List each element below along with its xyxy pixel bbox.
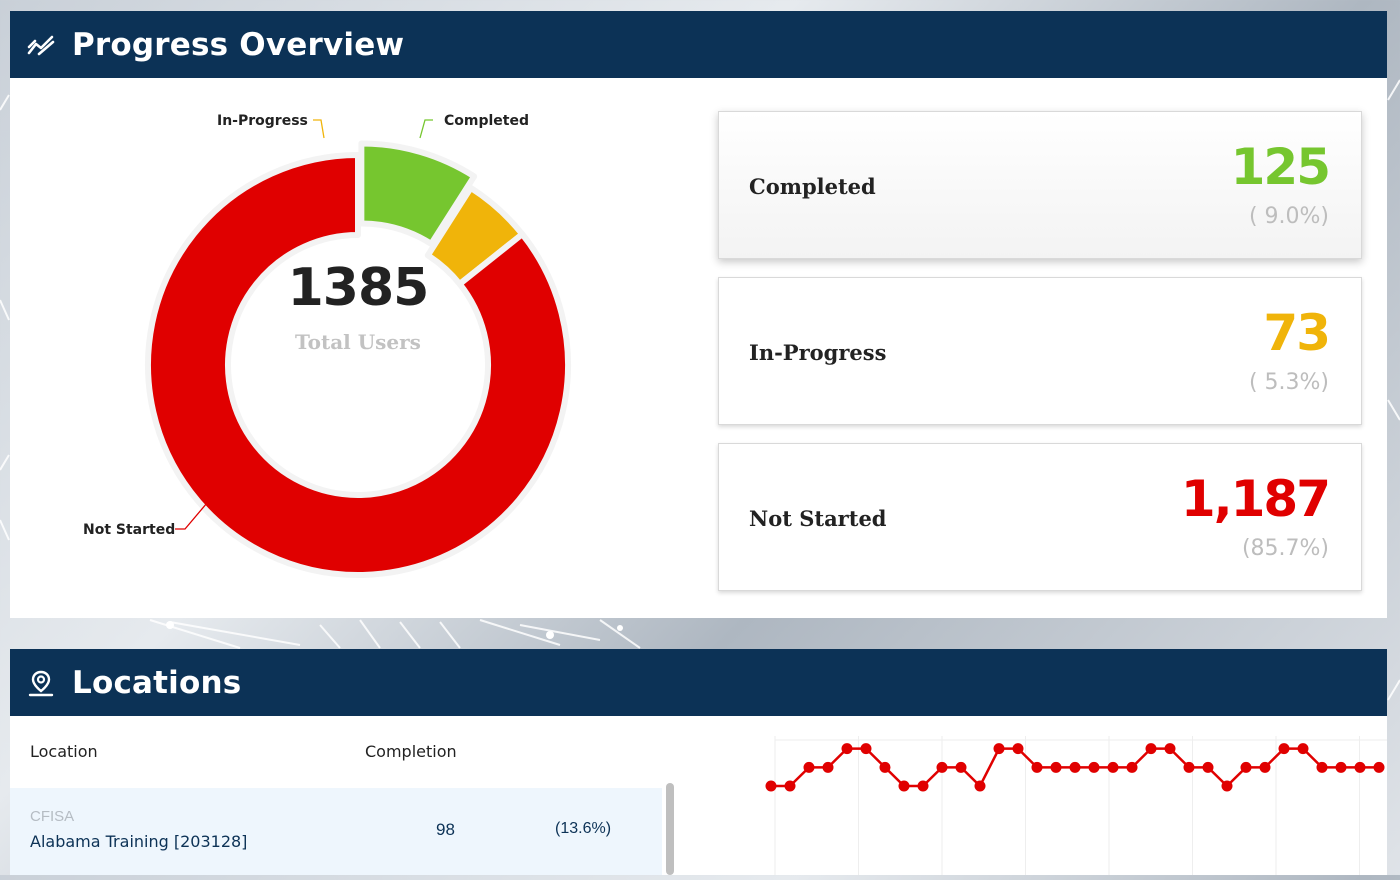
line-data-point[interactable]: [1259, 761, 1271, 773]
line-data-point[interactable]: [1335, 761, 1347, 773]
line-data-point[interactable]: [860, 743, 872, 755]
line-data-point[interactable]: [936, 761, 948, 773]
donut-slice-not-started[interactable]: [145, 152, 571, 578]
progress-overview-header: Progress Overview: [10, 11, 1387, 78]
stat-percent: ( 5.3%): [1248, 370, 1329, 395]
stat-card-completed[interactable]: Completed 125 ( 9.0%): [718, 111, 1362, 259]
stat-percent: (85.7%): [1241, 536, 1329, 561]
locations-panel: Locations Location Completion CFISA Alab…: [10, 649, 1387, 875]
line-data-point[interactable]: [898, 780, 910, 792]
donut-svg: [145, 119, 571, 578]
line-data-point[interactable]: [955, 761, 967, 773]
stat-percent: ( 9.0%): [1248, 204, 1329, 229]
line-data-point[interactable]: [1050, 761, 1062, 773]
stat-card-not-started[interactable]: Not Started 1,187 (85.7%): [718, 443, 1362, 591]
line-data-point[interactable]: [1012, 743, 1024, 755]
total-users-count: 1385: [287, 258, 430, 318]
map-pin-icon: [26, 668, 56, 698]
line-data-point[interactable]: [1354, 761, 1366, 773]
progress-overview-panel: Progress Overview 1385 Total Users In-Pr…: [10, 11, 1387, 618]
not-started-leader-line: [175, 502, 208, 530]
column-header-location[interactable]: Location: [30, 742, 98, 761]
donut-slice-completed[interactable]: [358, 140, 478, 247]
locations-title: Locations: [72, 664, 242, 701]
locations-table: Location Completion CFISA Alabama Traini…: [10, 716, 662, 875]
column-header-completion[interactable]: Completion: [365, 742, 457, 761]
completed-slice-label: Completed: [444, 113, 530, 129]
row-organization: CFISA: [30, 808, 75, 825]
line-data-point[interactable]: [974, 780, 986, 792]
line-data-point[interactable]: [1202, 761, 1214, 773]
line-data-point[interactable]: [841, 743, 853, 755]
line-data-point[interactable]: [1278, 743, 1290, 755]
line-data-point[interactable]: [784, 780, 796, 792]
in-progress-leader-line: [313, 119, 325, 139]
stat-card-in-progress[interactable]: In-Progress 73 ( 5.3%): [718, 277, 1362, 425]
line-data-point[interactable]: [765, 780, 777, 792]
not-started-slice-label: Not Started: [83, 522, 176, 538]
stat-value: 125: [1230, 138, 1331, 196]
line-data-point[interactable]: [822, 761, 834, 773]
line-data-point[interactable]: [1107, 761, 1119, 773]
line-data-point[interactable]: [1031, 761, 1043, 773]
line-data-point[interactable]: [993, 743, 1005, 755]
row-location-name: Alabama Training [203128]: [30, 832, 248, 851]
total-users-label: Total Users: [295, 330, 421, 354]
line-data-point[interactable]: [1183, 761, 1195, 773]
line-chart-svg: [765, 736, 1387, 875]
progress-overview-title: Progress Overview: [72, 26, 405, 63]
line-data-point[interactable]: [803, 761, 815, 773]
line-data-point[interactable]: [1069, 761, 1081, 773]
line-data-point[interactable]: [1221, 780, 1233, 792]
stat-value: 73: [1263, 304, 1331, 362]
line-data-point[interactable]: [1088, 761, 1100, 773]
locations-line-chart: [710, 716, 1387, 875]
stat-label: In-Progress: [749, 340, 887, 365]
line-data-point[interactable]: [1373, 761, 1385, 773]
line-data-point[interactable]: [1145, 743, 1157, 755]
line-data-point[interactable]: [879, 761, 891, 773]
line-data-point[interactable]: [917, 780, 929, 792]
chart-line-icon: [26, 30, 56, 60]
stat-label: Not Started: [749, 506, 887, 531]
in-progress-slice-label: In-Progress: [217, 113, 308, 129]
stat-label: Completed: [749, 174, 876, 199]
line-data-point[interactable]: [1126, 761, 1138, 773]
table-scrollbar[interactable]: [666, 783, 674, 875]
line-data-point[interactable]: [1316, 761, 1328, 773]
completed-leader-line: [419, 119, 433, 139]
table-row[interactable]: CFISA Alabama Training [203128] 98 (13.6…: [10, 788, 662, 875]
progress-donut-chart: 1385 Total Users In-Progress Completed N…: [10, 78, 710, 618]
stat-value: 1,187: [1180, 470, 1331, 528]
row-completion-percent: (13.6%): [555, 820, 612, 837]
line-data-point[interactable]: [1164, 743, 1176, 755]
locations-header: Locations: [10, 649, 1387, 716]
line-data-point[interactable]: [1297, 743, 1309, 755]
row-completion-count: 98: [436, 820, 455, 839]
line-data-point[interactable]: [1240, 761, 1252, 773]
